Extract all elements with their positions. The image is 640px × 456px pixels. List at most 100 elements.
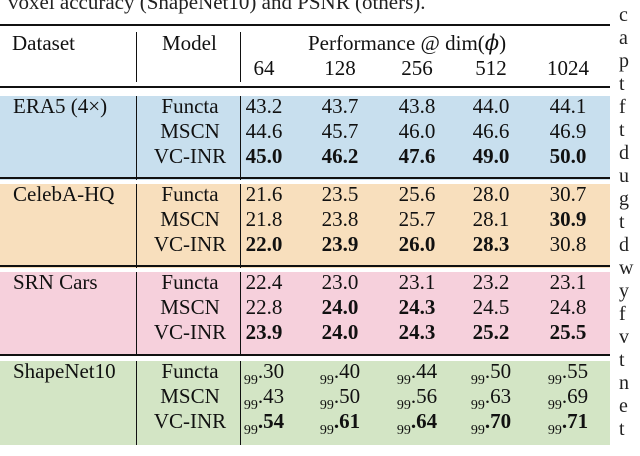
header-dataset: Dataset <box>12 31 75 55</box>
value-cell: 22.0 <box>245 232 283 256</box>
value-cell: 99.44 <box>382 359 452 388</box>
margin-letter: u <box>619 165 629 187</box>
model-label: Functa <box>161 182 219 206</box>
value-cell: 50.0 <box>549 144 587 168</box>
margin-letter: t <box>619 211 625 233</box>
dim-label: 128 <box>324 56 356 80</box>
value-cell: 99.69 <box>533 384 603 413</box>
value-text: .70 <box>484 409 512 433</box>
value-text: .56 <box>410 384 438 408</box>
group-rule <box>0 354 610 356</box>
value-cell: 21.8 <box>245 207 283 231</box>
value-cell: 24.0 <box>321 320 359 344</box>
margin-letter: d <box>619 234 629 256</box>
table-caption: voxel accuracy (ShapeNet10) and PSNR (ot… <box>8 0 426 14</box>
dataset-group <box>0 184 610 268</box>
value-prefix: 99 <box>243 398 258 413</box>
value-cell: 30.7 <box>549 182 587 206</box>
value-cell: 24.3 <box>398 295 436 319</box>
header-performance: Performance @ dim(ϕ) <box>308 31 506 56</box>
performance-prefix: Performance @ dim( <box>308 31 485 55</box>
value-text: .61 <box>333 409 361 433</box>
value-text: .69 <box>561 384 589 408</box>
value-cell: 23.2 <box>472 270 510 294</box>
value-cell: 28.1 <box>472 207 510 231</box>
group-divider-2 <box>240 96 241 180</box>
group-divider-2 <box>240 361 241 445</box>
model-label: VC-INR <box>153 144 227 168</box>
margin-letter: v <box>619 326 629 348</box>
header-model: Model <box>162 31 217 55</box>
value-text: .54 <box>257 409 285 433</box>
value-cell: 30.8 <box>549 232 587 256</box>
value-cell: 23.9 <box>245 320 283 344</box>
value-cell: 23.1 <box>398 270 436 294</box>
value-cell: 99.64 <box>382 409 452 438</box>
value-prefix: 99 <box>319 423 334 438</box>
performance-suffix: ) <box>499 31 507 55</box>
dataset-group <box>0 272 610 356</box>
value-cell: 24.0 <box>321 295 359 319</box>
value-cell: 46.0 <box>398 119 436 143</box>
value-prefix: 99 <box>547 423 562 438</box>
dim-label: 256 <box>401 56 433 80</box>
value-cell: 25.2 <box>472 320 510 344</box>
value-cell: 22.8 <box>245 295 283 319</box>
model-label: MSCN <box>160 207 220 231</box>
dataset-label: ShapeNet10 <box>13 359 116 383</box>
value-cell: 26.0 <box>398 232 436 256</box>
value-cell: 44.6 <box>245 119 283 143</box>
value-cell: 30.9 <box>549 207 587 231</box>
model-label: MSCN <box>160 119 220 143</box>
top-rule <box>0 24 610 26</box>
value-cell: 43.7 <box>321 94 359 118</box>
margin-letter: t <box>619 73 625 95</box>
value-cell: 46.6 <box>472 119 510 143</box>
margin-letter: e <box>619 395 628 417</box>
margin-letter: d <box>619 142 629 164</box>
group-divider-2 <box>240 184 241 268</box>
value-cell: 99.43 <box>229 384 299 413</box>
value-text: .64 <box>410 409 438 433</box>
margin-letter: y <box>619 280 629 302</box>
margin-letter: t <box>619 349 625 371</box>
group-divider-1 <box>136 361 137 445</box>
value-cell: 43.8 <box>398 94 436 118</box>
margin-letter: g <box>619 188 629 210</box>
value-prefix: 99 <box>243 373 258 388</box>
value-text: .71 <box>561 409 589 433</box>
margin-letter: w <box>619 257 634 279</box>
value-cell: 24.5 <box>472 295 510 319</box>
header-divider-2 <box>240 32 241 82</box>
group-divider-2 <box>240 272 241 356</box>
dim-label: 512 <box>475 56 507 80</box>
value-cell: 21.6 <box>245 182 283 206</box>
margin-letter: a <box>619 27 628 49</box>
margin-letter: t <box>619 119 625 141</box>
group-divider-1 <box>136 96 137 180</box>
value-cell: 25.5 <box>549 320 587 344</box>
group-divider-1 <box>136 272 137 356</box>
value-cell: 99.56 <box>382 384 452 413</box>
value-text: .43 <box>257 384 285 408</box>
value-cell: 49.0 <box>472 144 510 168</box>
model-label: VC-INR <box>153 232 227 256</box>
dim-label: 64 <box>253 56 275 80</box>
value-cell: 22.4 <box>245 270 283 294</box>
value-cell: 23.1 <box>549 270 587 294</box>
value-cell: 46.9 <box>549 119 587 143</box>
value-cell: 46.2 <box>321 144 359 168</box>
value-text: .50 <box>484 359 512 383</box>
value-text: .63 <box>484 384 512 408</box>
value-cell: 44.0 <box>472 94 510 118</box>
value-cell: 99.40 <box>305 359 375 388</box>
value-prefix: 99 <box>547 373 562 388</box>
value-cell: 23.9 <box>321 232 359 256</box>
value-cell: 23.5 <box>321 182 359 206</box>
value-cell: 24.8 <box>549 295 587 319</box>
value-text: .40 <box>333 359 361 383</box>
value-cell: 99.71 <box>533 409 603 438</box>
value-prefix: 99 <box>470 373 485 388</box>
value-text: .30 <box>257 359 285 383</box>
model-label: Functa <box>161 270 219 294</box>
